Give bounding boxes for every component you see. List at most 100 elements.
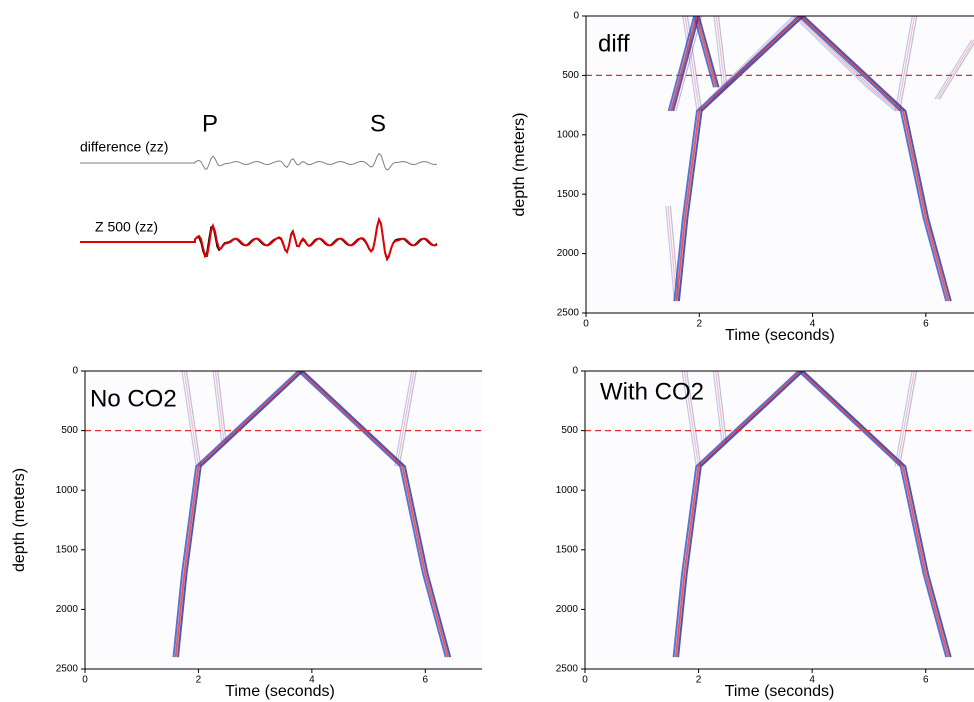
- y-tick-label: 2000: [556, 604, 579, 615]
- wavefront: [396, 371, 415, 467]
- x-axis-label: Time (seconds): [725, 683, 835, 700]
- wavefront: [672, 371, 948, 658]
- x-axis-label: Time (seconds): [225, 683, 335, 700]
- wavefront: [665, 206, 675, 302]
- axes-frame: [585, 15, 974, 314]
- y-tick-label: 500: [561, 425, 578, 436]
- trace-label: difference (zz): [80, 139, 168, 155]
- x-tick-label: 0: [582, 675, 588, 686]
- wavefront: [686, 371, 702, 467]
- wavefront: [681, 371, 697, 467]
- wavefront: [682, 16, 698, 112]
- wavefront: [177, 371, 452, 658]
- panel-annotation: With CO2: [600, 378, 704, 405]
- wavefront: [710, 16, 898, 112]
- wavefront: [667, 16, 715, 112]
- x-tick-label: 2: [696, 675, 702, 686]
- y-tick-label: 500: [61, 425, 78, 436]
- wavefront: [677, 371, 952, 658]
- wavefront: [670, 16, 698, 112]
- y-axis-label: depth (meters): [511, 112, 528, 216]
- wavefront: [715, 16, 726, 88]
- y-tick-label: 1000: [556, 485, 579, 496]
- image: [585, 371, 974, 669]
- wavefront: [217, 371, 227, 443]
- wavefront: [398, 371, 417, 467]
- wavefront: [181, 371, 197, 467]
- trace-label: Z 500 (zz): [95, 219, 158, 235]
- trace: [80, 152, 438, 171]
- wavefront: [717, 16, 728, 88]
- wavefront: [938, 42, 974, 100]
- axes-frame: [584, 370, 974, 670]
- y-tick-label: 0: [572, 366, 578, 377]
- y-tick-label: 2000: [56, 604, 79, 615]
- wavefront: [667, 206, 678, 302]
- phase-label: S: [370, 110, 386, 137]
- wavefront: [674, 371, 950, 658]
- wavefront: [896, 16, 916, 112]
- panel-annotation: No CO2: [90, 385, 177, 412]
- image-bg: [586, 16, 974, 313]
- y-axis-label: depth (meters): [11, 468, 28, 572]
- wavefront: [712, 16, 901, 112]
- x-tick-label: 6: [923, 319, 929, 330]
- x-tick-label: 6: [423, 675, 429, 686]
- panel-annotation: diff: [598, 30, 630, 57]
- wavefront: [670, 16, 718, 112]
- y-tick-label: 1500: [557, 189, 580, 200]
- y-tick-label: 0: [72, 366, 78, 377]
- wavefront: [934, 39, 973, 100]
- wavefront: [675, 16, 703, 112]
- image-bg: [585, 371, 974, 669]
- x-tick-label: 0: [583, 319, 589, 330]
- wavefront: [896, 371, 915, 467]
- wavefront: [899, 371, 918, 467]
- wavefront: [183, 371, 199, 467]
- wavefront: [394, 371, 413, 467]
- wavefront: [684, 16, 700, 112]
- y-tick-label: 0: [573, 11, 579, 22]
- x-tick-label: 4: [809, 675, 815, 686]
- phase-label: P: [202, 110, 218, 137]
- y-tick-label: 1000: [56, 485, 79, 496]
- y-tick-label: 2500: [56, 664, 79, 675]
- wavefront: [894, 16, 913, 112]
- y-tick-label: 2500: [557, 308, 580, 319]
- wavefront: [675, 16, 950, 302]
- y-tick-label: 1500: [56, 544, 79, 555]
- y-tick-label: 2500: [556, 664, 579, 675]
- wavefront: [894, 371, 913, 467]
- image: [586, 16, 974, 313]
- x-tick-label: 2: [196, 675, 202, 686]
- wavefront: [174, 371, 449, 658]
- wavefront: [673, 16, 948, 302]
- x-tick-label: 4: [810, 319, 816, 330]
- y-tick-label: 500: [562, 70, 579, 81]
- x-tick-label: 2: [697, 319, 703, 330]
- wavefront: [936, 39, 974, 100]
- wavefront: [669, 206, 680, 302]
- wavefront: [715, 371, 725, 443]
- image-bg: [85, 371, 482, 669]
- wavefront: [672, 16, 720, 112]
- image: [85, 371, 482, 669]
- trace: [80, 216, 438, 261]
- wavefront: [683, 371, 700, 467]
- wavefront: [172, 371, 447, 658]
- x-tick-label: 6: [923, 675, 929, 686]
- wavefront: [214, 371, 225, 443]
- x-tick-label: 4: [309, 675, 315, 686]
- wavefront: [677, 16, 952, 302]
- wavefront: [707, 16, 896, 112]
- wavefront: [899, 16, 918, 112]
- wavefront: [673, 16, 700, 112]
- wavefront: [185, 371, 202, 467]
- x-axis-label: Time (seconds): [725, 327, 835, 344]
- wavefront: [717, 371, 727, 443]
- axes-frame: [84, 370, 482, 670]
- y-tick-label: 1500: [556, 544, 579, 555]
- y-tick-label: 2000: [557, 248, 580, 259]
- y-tick-label: 1000: [557, 129, 580, 140]
